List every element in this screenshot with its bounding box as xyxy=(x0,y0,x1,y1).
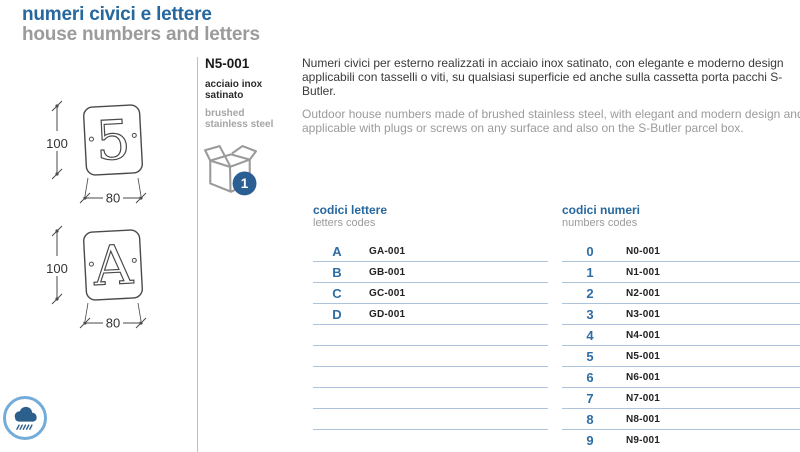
row-code: N6-001 xyxy=(626,371,660,383)
row-key: 3 xyxy=(586,306,594,322)
table-row: 4 N4-001 xyxy=(562,325,800,346)
material-label-it: acciaio inox satinato xyxy=(205,79,263,101)
row-key: 5 xyxy=(586,348,594,364)
package-qty-value: 1 xyxy=(241,176,249,191)
table-row: 5 N5-001 xyxy=(562,346,800,367)
screw-hole xyxy=(131,132,137,138)
dim-dot xyxy=(55,229,59,233)
row-key: D xyxy=(332,306,342,322)
table-row-empty xyxy=(313,409,548,430)
description-english: Outdoor house numbers made of brushed st… xyxy=(302,107,800,135)
table-row: 8 N8-001 xyxy=(562,409,800,430)
table-row: 0 N0-001 xyxy=(562,241,800,262)
row-code: N5-001 xyxy=(626,350,660,362)
material-label-en: brushed stainless steel xyxy=(205,108,274,130)
letters-codes-table: codici lettere letters codes A GA-001 B GB… xyxy=(313,203,548,430)
row-code: N8-001 xyxy=(626,413,660,425)
row-key: 9 xyxy=(586,432,594,448)
dim-dot xyxy=(83,196,87,200)
width-dimension-label: 80 xyxy=(106,191,120,206)
row-key: 6 xyxy=(586,369,594,385)
weather-resistant-badge xyxy=(3,396,47,440)
height-dimension-label: 100 xyxy=(46,261,68,276)
row-key: 1 xyxy=(586,264,594,280)
table-title-it: codici numeri xyxy=(562,203,641,217)
table-row: D GD-001 xyxy=(313,304,548,325)
plate-glyph: 5 xyxy=(94,108,132,173)
screw-hole xyxy=(88,261,94,267)
page-subtitle: house numbers and letters xyxy=(22,24,260,45)
table-row: 2 N2-001 xyxy=(562,283,800,304)
plate-shape: 5 xyxy=(83,104,143,176)
package-qty-badge xyxy=(232,171,257,196)
row-code: N2-001 xyxy=(626,287,660,299)
screw-hole xyxy=(131,257,137,263)
table-row: C GC-001 xyxy=(313,283,548,304)
row-code: GA-001 xyxy=(369,245,406,257)
table-row: B GB-001 xyxy=(313,262,548,283)
table-title-en: letters codes xyxy=(313,217,376,229)
table-row: 6 N6-001 xyxy=(562,367,800,388)
plate-shape: A xyxy=(83,229,143,301)
table-rows: A GA-001 B GB-001 C GC-001 D GD-001 xyxy=(313,241,548,430)
row-code: GB-001 xyxy=(369,266,406,278)
row-key: C xyxy=(332,285,342,301)
dim-dot xyxy=(83,321,87,325)
table-row: 3 N3-001 xyxy=(562,304,800,325)
table-row: 9 N9-001 xyxy=(562,430,800,450)
dim-dot xyxy=(55,297,59,301)
table-row-empty xyxy=(313,325,548,346)
screw-hole xyxy=(88,136,94,142)
table-title-it: codici lettere xyxy=(313,203,388,217)
row-code: N7-001 xyxy=(626,392,660,404)
tech-drawing-letter-plate: A 100 80 xyxy=(46,225,147,331)
row-key: 8 xyxy=(586,411,594,427)
row-code: N4-001 xyxy=(626,329,660,341)
row-key: 7 xyxy=(586,390,594,406)
table-row: 1 N1-001 xyxy=(562,262,800,283)
row-key: B xyxy=(332,264,342,280)
width-dimension-label: 80 xyxy=(106,316,120,331)
row-key: 4 xyxy=(586,327,594,343)
product-description: Numeri civici per esterno realizzati in … xyxy=(302,56,800,135)
product-code: N5-001 xyxy=(205,56,250,71)
open-box-icon: 1 xyxy=(204,145,257,196)
page-header: numeri civici e lettere house numbers an… xyxy=(22,5,260,45)
description-italian: Numeri civici per esterno realizzati in … xyxy=(302,56,784,98)
row-code: GC-001 xyxy=(369,287,406,299)
table-rows: 0 N0-001 1 N1-001 2 N2-001 3 N3-001 4 N4-001 … xyxy=(562,241,800,450)
row-code: N9-001 xyxy=(626,434,660,446)
column-divider xyxy=(197,57,198,452)
row-code: GD-001 xyxy=(369,308,406,320)
row-code: N3-001 xyxy=(626,308,660,320)
page-title: numeri civici e lettere xyxy=(22,4,212,25)
dim-dot xyxy=(139,321,143,325)
tech-drawing-number-plate: 5 100 80 xyxy=(46,100,147,206)
row-code: N1-001 xyxy=(626,266,660,278)
table-row-empty xyxy=(313,388,548,409)
table-row-empty xyxy=(313,367,548,388)
product-info-column: N5-001 acciaio inox satinato brushed sta… xyxy=(204,56,295,196)
height-dimension-label: 100 xyxy=(46,136,68,151)
row-key: 2 xyxy=(586,285,594,301)
plate-glyph: A xyxy=(91,233,135,298)
dim-dot xyxy=(55,172,59,176)
table-row: 7 N7-001 xyxy=(562,388,800,409)
table-row-empty xyxy=(313,346,548,367)
row-code: N0-001 xyxy=(626,245,660,257)
table-title-en: numbers codes xyxy=(562,217,638,229)
dim-dot xyxy=(139,196,143,200)
numbers-codes-table: codici numeri numbers codes 0 N0-001 1 N1-… xyxy=(562,203,800,448)
cloud-rain-icon xyxy=(14,406,37,430)
dim-dot xyxy=(55,104,59,108)
row-key: A xyxy=(332,243,342,259)
row-key: 0 xyxy=(586,243,594,259)
table-row: A GA-001 xyxy=(313,241,548,262)
